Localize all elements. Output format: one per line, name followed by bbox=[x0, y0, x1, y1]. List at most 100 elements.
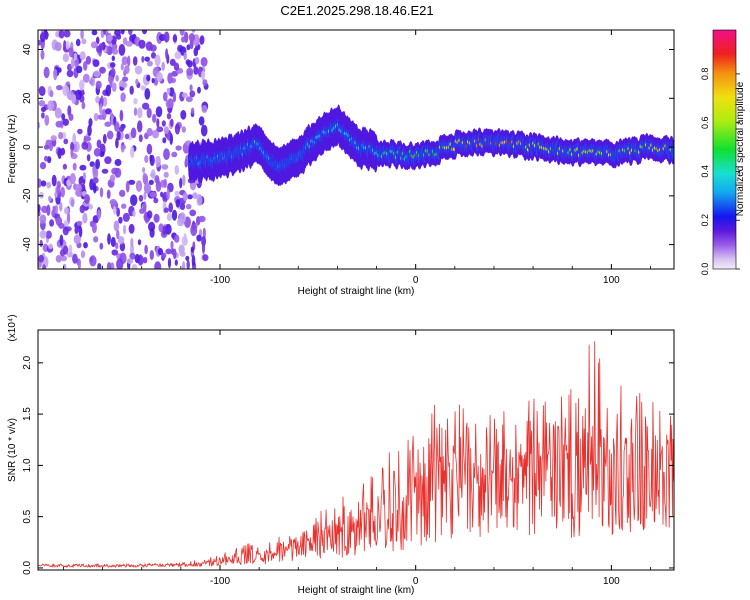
noise-cell bbox=[149, 154, 155, 167]
noise-cell bbox=[126, 258, 133, 265]
noise-cell bbox=[72, 132, 77, 145]
noise-cell bbox=[60, 186, 65, 198]
noise-cell bbox=[81, 38, 87, 45]
noise-cell bbox=[125, 180, 130, 193]
noise-cell bbox=[62, 53, 70, 62]
noise-cell bbox=[144, 88, 151, 100]
noise-cell bbox=[143, 191, 147, 200]
noise-cell bbox=[170, 118, 174, 127]
noise-cell bbox=[156, 72, 163, 82]
noise-cell bbox=[134, 253, 140, 264]
noise-cell bbox=[163, 171, 169, 178]
noise-cell bbox=[128, 223, 135, 234]
noise-cell bbox=[62, 226, 69, 236]
noise-cell bbox=[166, 133, 171, 141]
noise-cell bbox=[179, 250, 186, 257]
noise-cell bbox=[116, 258, 124, 269]
top-x-tick-label: 0 bbox=[413, 275, 419, 286]
noise-cell bbox=[166, 87, 171, 95]
noise-cell bbox=[154, 175, 160, 184]
noise-cell bbox=[57, 67, 62, 73]
noise-cell bbox=[132, 56, 138, 66]
noise-cell bbox=[120, 63, 124, 71]
noise-cell bbox=[109, 111, 113, 118]
noise-cell bbox=[146, 127, 153, 137]
noise-cell bbox=[48, 195, 52, 202]
noise-cell bbox=[72, 253, 78, 264]
noise-cell bbox=[162, 137, 167, 144]
noise-cell bbox=[79, 51, 86, 61]
noise-cell bbox=[161, 61, 165, 71]
noise-cell bbox=[101, 168, 109, 174]
noise-cell bbox=[40, 49, 45, 60]
noise-cell bbox=[41, 112, 45, 119]
noise-cell bbox=[142, 30, 147, 35]
noise-cell bbox=[155, 155, 161, 168]
noise-cell bbox=[188, 33, 195, 42]
noise-cell bbox=[114, 158, 122, 167]
noise-cell bbox=[118, 44, 126, 56]
noise-cell bbox=[92, 182, 97, 194]
snr-panel: -100 0 100 0.0 0.5 1.0 1.5 2.0 Height of straig… bbox=[7, 314, 675, 596]
noise-cell bbox=[70, 199, 75, 208]
noise-cell bbox=[152, 113, 157, 123]
noise-cell bbox=[179, 177, 183, 189]
noise-cell bbox=[53, 68, 58, 81]
noise-cell bbox=[73, 142, 78, 153]
noise-cell bbox=[38, 210, 41, 217]
noise-cell bbox=[47, 100, 55, 111]
noise-cell bbox=[48, 243, 53, 250]
noise-cell bbox=[194, 57, 200, 65]
noise-cell bbox=[147, 210, 153, 219]
noise-cell bbox=[68, 47, 74, 58]
noise-cell bbox=[55, 120, 63, 128]
noise-cell bbox=[58, 30, 65, 39]
noise-cell bbox=[154, 54, 161, 67]
noise-cell bbox=[129, 252, 136, 260]
noise-cell bbox=[116, 33, 122, 40]
noise-cell bbox=[38, 100, 46, 107]
noise-cell bbox=[139, 208, 145, 215]
noise-cell bbox=[66, 179, 72, 187]
noise-cell bbox=[66, 70, 74, 78]
top-y-tick-label: -20 bbox=[22, 188, 33, 203]
noise-cell bbox=[144, 155, 149, 163]
noise-cell bbox=[171, 209, 178, 221]
noise-cell bbox=[39, 230, 47, 239]
noise-cell bbox=[125, 40, 133, 47]
noise-cell bbox=[115, 137, 119, 149]
noise-cell bbox=[105, 108, 112, 115]
noise-cell bbox=[185, 203, 192, 210]
bottom-y-tick-label: 2.0 bbox=[22, 355, 33, 369]
noise-cell bbox=[186, 67, 194, 76]
noise-cell bbox=[61, 113, 66, 121]
top-y-tick-label: 0 bbox=[22, 144, 33, 150]
noise-cell bbox=[104, 156, 112, 165]
noise-cell bbox=[124, 133, 130, 140]
noise-cell bbox=[60, 255, 67, 262]
noise-cell bbox=[141, 55, 145, 63]
noise-cell bbox=[83, 136, 92, 142]
noise-cell bbox=[106, 34, 113, 42]
noise-cell bbox=[196, 234, 202, 242]
noise-cell bbox=[73, 234, 81, 245]
noise-cell bbox=[130, 194, 138, 206]
figure-title: C2E1.2025.298.18.46.E21 bbox=[280, 3, 433, 18]
noise-cell bbox=[162, 225, 167, 236]
noise-cell bbox=[158, 223, 164, 233]
noise-cell bbox=[130, 127, 137, 139]
noise-cell bbox=[150, 52, 157, 59]
noise-cell bbox=[166, 113, 172, 120]
noise-cell bbox=[192, 192, 198, 200]
noise-cell bbox=[44, 114, 50, 126]
noise-cell bbox=[96, 139, 102, 149]
noise-cell bbox=[105, 84, 112, 97]
top-y-tick-label: 20 bbox=[22, 92, 33, 104]
noise-cell bbox=[50, 135, 57, 141]
noise-cell bbox=[189, 39, 194, 50]
noise-cell bbox=[97, 263, 102, 269]
heatmap-cells bbox=[38, 30, 674, 269]
noise-cell bbox=[166, 213, 172, 221]
noise-cell bbox=[109, 62, 116, 68]
noise-cell bbox=[109, 199, 117, 206]
